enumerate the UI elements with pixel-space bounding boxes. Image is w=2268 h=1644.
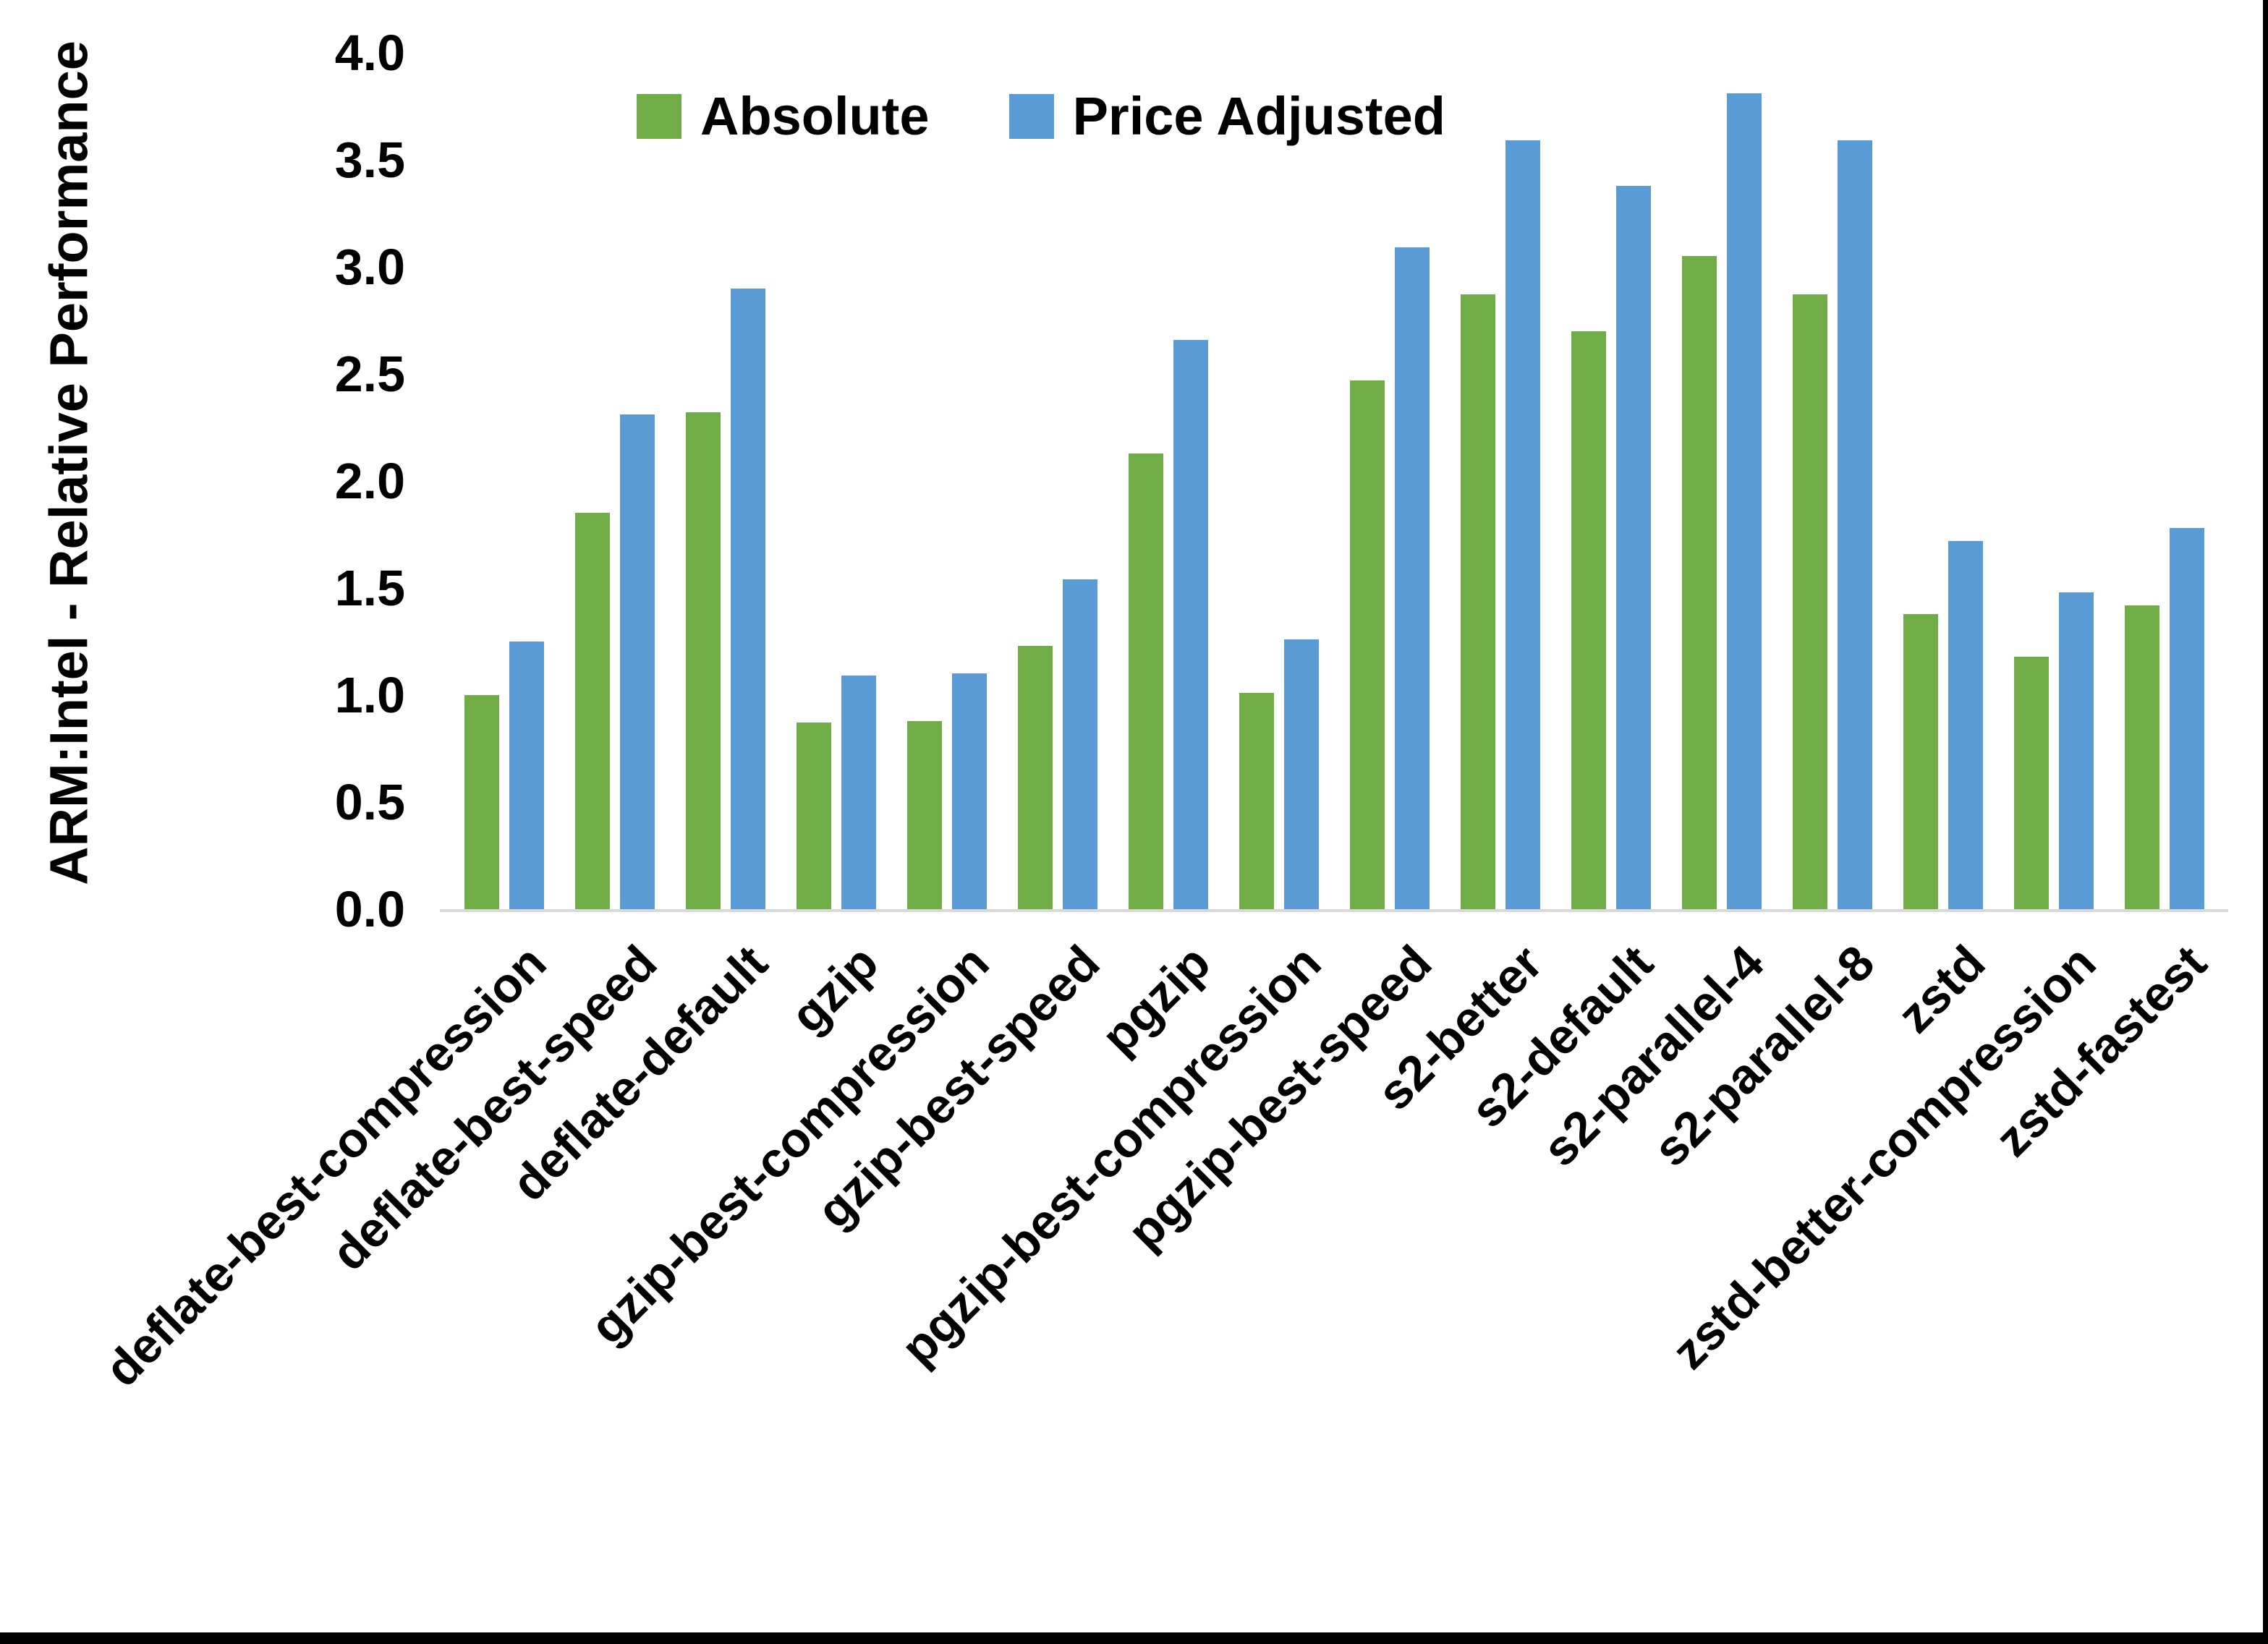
y-tick-2.5: 2.5 (334, 346, 405, 402)
bar-group-gzip-best-speed (1002, 53, 1113, 909)
legend-item-price-adjusted: Price Adjusted (1008, 85, 1445, 147)
bar-absolute-pgzip-best-compression (1239, 693, 1274, 909)
bar-price-adjusted-s2-better (1505, 140, 1540, 909)
x-axis-line (440, 909, 2228, 912)
bar-price-adjusted-s2-parallel-4 (1726, 93, 1762, 909)
bar-groups (449, 53, 2220, 909)
y-tick-0.0: 0.0 (334, 881, 405, 937)
y-tick-3.0: 3.0 (334, 239, 405, 295)
bar-group-s2-parallel-8 (1777, 53, 1887, 909)
bar-group-gzip-best-compression (891, 53, 1002, 909)
window-border-right (2263, 0, 2268, 1644)
bar-absolute-s2-better (1460, 294, 1495, 909)
bar-absolute-zstd-fastest (2124, 605, 2159, 909)
chart-legend: Absolute Price Adjusted (637, 85, 1445, 147)
window-border-bottom (0, 1632, 2268, 1644)
bar-price-adjusted-gzip (841, 676, 876, 909)
y-tick-3.5: 3.5 (334, 132, 405, 188)
bar-price-adjusted-deflate-default (730, 288, 765, 909)
bar-absolute-zstd (1903, 613, 1938, 909)
legend-swatch-price-adjusted (1008, 93, 1054, 139)
bar-absolute-gzip (796, 723, 831, 909)
bar-group-zstd-better-compression (1998, 53, 2109, 909)
bar-group-deflate-default (670, 53, 781, 909)
bar-group-deflate-best-speed (559, 53, 670, 909)
bar-absolute-gzip-best-speed (1017, 645, 1053, 909)
bar-group-zstd-fastest (2109, 53, 2220, 909)
bar-group-deflate-best-compression (449, 53, 559, 909)
bar-price-adjusted-zstd (1948, 540, 1983, 909)
y-tick-1.0: 1.0 (334, 667, 405, 723)
bar-price-adjusted-gzip-best-compression (951, 673, 987, 909)
y-tick-0.5: 0.5 (334, 774, 405, 830)
bar-absolute-deflate-best-compression (464, 695, 499, 909)
bar-absolute-deflate-default (685, 412, 721, 909)
y-tick-4.0: 4.0 (334, 25, 405, 81)
legend-swatch-absolute (637, 93, 681, 139)
bar-absolute-s2-default (1571, 331, 1606, 909)
bar-group-pgzip (1113, 53, 1223, 909)
bar-group-gzip (781, 53, 891, 909)
bar-group-s2-better (1445, 53, 1555, 909)
bar-price-adjusted-zstd-better-compression (2058, 592, 2094, 909)
bar-price-adjusted-deflate-best-compression (509, 642, 544, 909)
y-axis-title: ARM:Intel - Relative Performance (38, 41, 99, 885)
bar-group-s2-parallel-4 (1666, 53, 1777, 909)
bar-group-pgzip-best-speed (1334, 53, 1445, 909)
bar-price-adjusted-deflate-best-speed (619, 414, 655, 909)
bar-price-adjusted-s2-default (1615, 185, 1651, 909)
x-label-deflate-best-compression: deflate-best-compression (94, 934, 556, 1397)
bar-group-zstd (1887, 53, 1998, 909)
bar-price-adjusted-pgzip (1173, 339, 1208, 909)
bar-price-adjusted-s2-parallel-8 (1837, 140, 1872, 909)
bar-price-adjusted-pgzip-best-compression (1283, 639, 1319, 909)
bar-absolute-gzip-best-compression (906, 720, 942, 909)
legend-label-absolute: Absolute (700, 86, 930, 146)
bar-price-adjusted-gzip-best-speed (1062, 579, 1097, 909)
y-tick-2.0: 2.0 (334, 453, 405, 509)
bar-group-pgzip-best-compression (1223, 53, 1334, 909)
plot-area (440, 53, 2228, 912)
bar-price-adjusted-zstd-fastest (2169, 528, 2204, 909)
bar-absolute-s2-parallel-4 (1681, 256, 1717, 909)
bar-absolute-pgzip-best-speed (1349, 380, 1385, 909)
bar-price-adjusted-pgzip-best-speed (1394, 247, 1430, 909)
bar-absolute-zstd-better-compression (2013, 656, 2049, 909)
legend-label-price-adjusted: Price Adjusted (1072, 86, 1445, 146)
bar-absolute-s2-parallel-8 (1792, 294, 1827, 909)
y-tick-1.5: 1.5 (334, 560, 405, 616)
bar-group-s2-default (1555, 53, 1666, 909)
bar-absolute-deflate-best-speed (574, 513, 610, 909)
legend-item-absolute: Absolute (637, 85, 930, 147)
bar-absolute-pgzip (1128, 453, 1163, 909)
